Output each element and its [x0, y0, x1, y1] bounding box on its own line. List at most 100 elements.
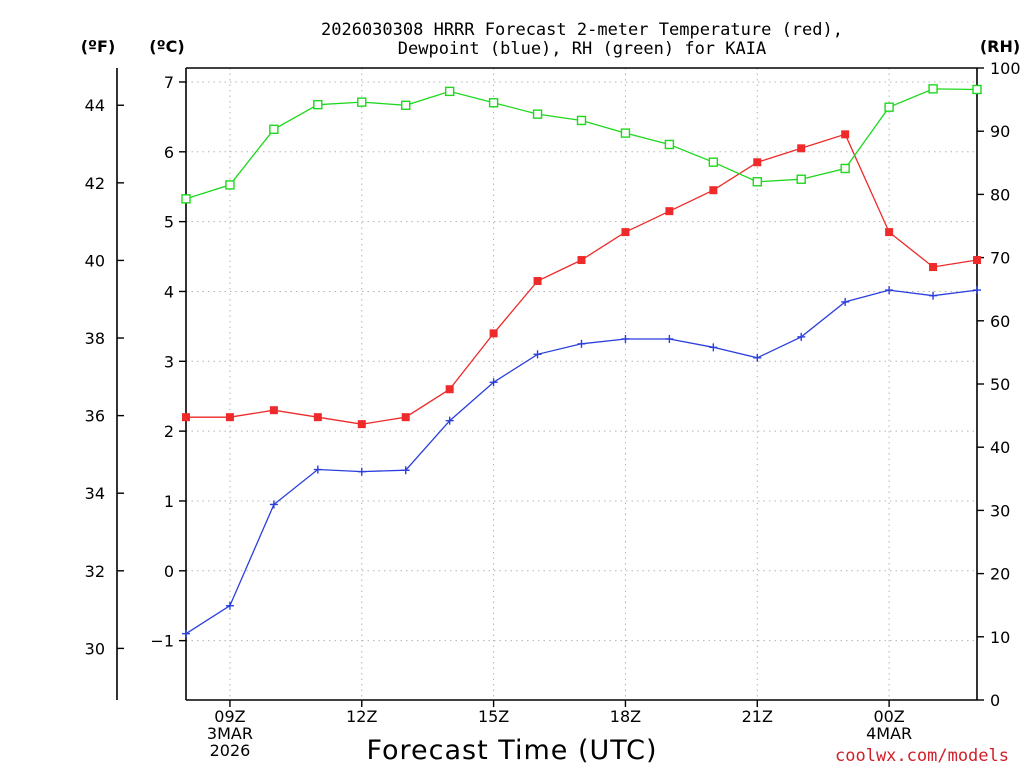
celsius-tick-label: 6: [164, 143, 174, 162]
rh-marker: [488, 98, 499, 108]
rh-marker: [796, 174, 806, 184]
temperature-marker: [445, 385, 454, 394]
rh-marker: [928, 84, 938, 94]
temperature-marker: [401, 413, 410, 422]
x-tick-label: 09Z: [214, 707, 245, 726]
rh-marker: [840, 163, 850, 174]
temperature-marker: [313, 413, 322, 422]
dewpoint-marker: [577, 339, 586, 348]
x-tick-label: 18Z: [610, 707, 641, 726]
dewpoint-marker: [313, 465, 322, 474]
temperature-marker: [885, 228, 894, 237]
x-tick-label: 4MAR: [866, 724, 912, 743]
dewpoint-marker: [269, 500, 278, 509]
temperature-marker: [182, 413, 190, 422]
rh-marker: [620, 128, 631, 138]
temperature-marker: [489, 329, 498, 338]
rh-marker: [269, 124, 279, 135]
temperature-marker: [753, 158, 762, 167]
rh-marker: [708, 157, 719, 167]
rh-tick-label: 10: [990, 628, 1010, 647]
series-rh: [181, 84, 982, 204]
celsius-tick-label: 1: [164, 492, 174, 511]
series-temperature: [182, 130, 981, 429]
temperature-marker: [269, 406, 278, 415]
dewpoint-marker: [182, 629, 190, 638]
dewpoint-marker: [753, 353, 762, 362]
celsius-tick-label: 0: [164, 562, 174, 581]
temperature-marker: [357, 420, 366, 429]
rh-tick-label: 30: [990, 501, 1010, 520]
x-tick-label: 2026: [210, 741, 251, 760]
rh-tick-label: 50: [990, 375, 1010, 394]
fahrenheit-tick-label: 32: [85, 562, 105, 581]
rh-tick-label: 100: [990, 59, 1021, 78]
x-tick-label: 21Z: [742, 707, 773, 726]
fahrenheit-unit-label: (ºF): [81, 37, 116, 56]
credit-text: coolwx.com/models: [835, 746, 1009, 766]
rh-tick-label: 60: [990, 312, 1010, 331]
rh-marker: [357, 97, 367, 107]
rh-tick-label: 20: [990, 565, 1010, 584]
celsius-tick-label: −1: [150, 632, 174, 651]
temperature-marker: [225, 413, 234, 422]
rh-marker: [401, 100, 411, 110]
dewpoint-marker: [929, 291, 938, 300]
rh-marker: [752, 177, 762, 187]
fahrenheit-tick-label: 38: [85, 329, 105, 348]
rh-marker: [181, 194, 191, 204]
rh-marker: [972, 84, 982, 95]
x-tick-label: 12Z: [346, 707, 377, 726]
temperature-marker: [577, 256, 586, 265]
dewpoint-marker: [533, 350, 542, 359]
celsius-tick-label: 7: [164, 73, 174, 92]
fahrenheit-tick-label: 40: [85, 251, 105, 270]
celsius-tick-label: 4: [164, 282, 174, 301]
dewpoint-marker: [973, 286, 981, 295]
axes: −101234567303234363840424401020304050607…: [85, 59, 1021, 760]
dewpoint-marker: [401, 466, 410, 475]
x-axis-title: Forecast Time (UTC): [366, 735, 657, 766]
series-dewpoint: [182, 286, 981, 638]
rh-marker: [532, 109, 543, 119]
dewpoint-marker: [885, 286, 894, 295]
rh-marker: [313, 99, 323, 110]
temperature-marker: [533, 276, 542, 285]
dewpoint-marker: [665, 334, 674, 343]
dewpoint-marker: [357, 467, 366, 476]
temperature-marker: [621, 228, 630, 237]
x-tick-label: 3MAR: [207, 724, 253, 743]
dewpoint-marker: [445, 416, 454, 425]
rh-marker: [576, 115, 587, 126]
x-tick-label: 00Z: [873, 707, 904, 726]
celsius-tick-label: 5: [164, 213, 174, 232]
series-line-rh: [185, 88, 978, 200]
rh-tick-label: 70: [990, 249, 1010, 268]
rh-marker: [884, 102, 894, 112]
rh-marker: [664, 139, 675, 150]
fahrenheit-tick-label: 44: [85, 96, 105, 115]
rh-tick-label: 40: [990, 438, 1010, 457]
rh-unit-label: (RH): [980, 37, 1020, 56]
celsius-tick-label: 3: [164, 352, 174, 371]
temperature-marker: [665, 207, 674, 216]
fahrenheit-tick-label: 36: [85, 407, 105, 426]
grid-lines: [186, 68, 977, 700]
dewpoint-marker: [489, 378, 498, 387]
dewpoint-marker: [709, 343, 718, 352]
series-line-temperature: [186, 133, 978, 425]
celsius-unit-label: (ºC): [149, 37, 184, 56]
rh-marker: [444, 86, 455, 97]
x-tick-label: 15Z: [478, 707, 509, 726]
temperature-marker: [973, 256, 981, 265]
fahrenheit-tick-label: 34: [85, 484, 105, 503]
rh-tick-label: 80: [990, 185, 1010, 204]
fahrenheit-tick-label: 30: [85, 639, 105, 658]
chart-title-line1: 2026030308 HRRR Forecast 2-meter Tempera…: [321, 20, 843, 40]
dewpoint-marker: [841, 297, 850, 306]
chart-title-line2: Dewpoint (blue), RH (green) for KAIA: [398, 39, 766, 59]
fahrenheit-tick-label: 42: [85, 174, 105, 193]
temperature-marker: [841, 130, 850, 139]
dewpoint-marker: [797, 332, 806, 341]
